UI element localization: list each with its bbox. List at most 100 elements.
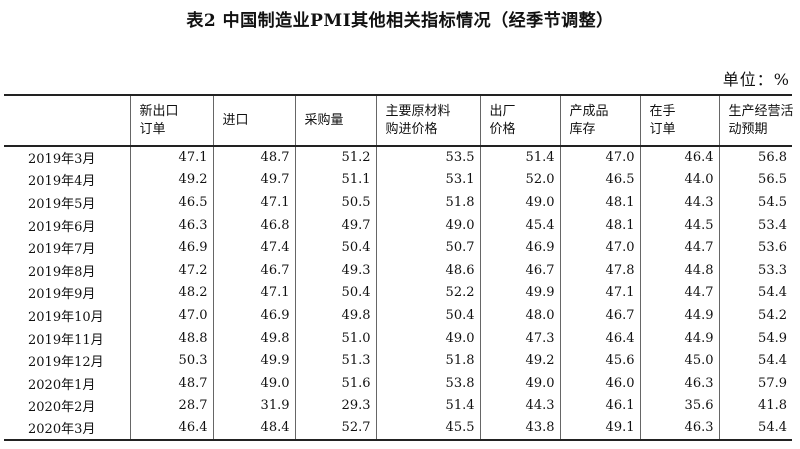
value-cell: 48.4	[212, 417, 295, 441]
value-cell: 46.9	[479, 236, 560, 259]
value-cell: 45.0	[639, 349, 719, 372]
value-cell: 46.4	[639, 146, 719, 169]
value-cell: 46.5	[129, 191, 213, 214]
table-row: 2019年12月 50.3 49.9 51.3 51.8 49.2 45.6 45.0 54.4	[4, 349, 792, 372]
value-cell: 44.3	[479, 394, 560, 418]
value-cell: 44.8	[639, 258, 719, 282]
value-cell: 46.3	[129, 213, 213, 237]
value-cell: 49.9	[479, 281, 560, 305]
value-cell: 28.7	[129, 394, 213, 418]
value-cell: 51.0	[294, 326, 376, 350]
header-cell-7: 在手 订单	[639, 94, 719, 147]
value-cell: 51.8	[375, 191, 480, 214]
value-cell: 54.4	[718, 417, 792, 441]
value-cell: 35.6	[639, 394, 719, 418]
value-cell: 46.3	[639, 417, 719, 441]
table-row: 2020年3月 46.4 48.4 52.7 45.5 43.8 49.1 46.3 54.4	[4, 417, 792, 441]
value-cell: 46.5	[559, 168, 640, 192]
value-cell: 48.7	[212, 146, 295, 169]
table-row: 2019年4月 49.2 49.7 51.1 53.1 52.0 46.5 44.0 56.5	[4, 168, 792, 192]
row-month-cell: 2019年3月	[28, 152, 96, 168]
header-cell-6: 产成品 库存	[559, 94, 640, 147]
value-cell: 46.4	[559, 326, 640, 350]
value-cell: 53.1	[375, 168, 480, 192]
value-cell: 47.4	[212, 236, 295, 259]
value-cell: 41.8	[718, 394, 792, 418]
header-label-line2: 订单	[139, 121, 166, 137]
value-cell: 46.4	[129, 417, 213, 441]
value-cell: 52.7	[294, 417, 376, 441]
table-row: 2019年10月 47.0 46.9 49.8 50.4 48.0 46.7 44.9 54.2	[4, 304, 792, 327]
value-cell: 29.3	[294, 394, 376, 418]
value-cell: 49.0	[375, 213, 480, 237]
value-cell: 50.4	[294, 236, 376, 259]
value-cell: 47.1	[212, 191, 295, 214]
value-cell: 53.4	[718, 213, 792, 237]
row-month-cell: 2019年6月	[28, 219, 96, 235]
value-cell: 46.8	[212, 213, 295, 237]
value-cell: 46.0	[559, 371, 640, 395]
value-cell: 51.4	[479, 146, 560, 169]
value-cell: 53.8	[375, 371, 480, 395]
value-cell: 56.8	[718, 146, 792, 169]
table-row: 2019年6月 46.3 46.8 49.7 49.0 45.4 48.1 44.5 53.4	[4, 213, 792, 237]
value-cell: 45.6	[559, 349, 640, 372]
value-cell: 52.2	[375, 281, 480, 305]
value-cell: 49.3	[294, 258, 376, 282]
table-body: 2019年3月 47.1 48.7 51.2 53.5 51.4 47.0 46.4 56.8 2…	[4, 146, 792, 441]
value-cell: 49.0	[212, 371, 295, 395]
value-cell: 49.9	[212, 349, 295, 372]
table-row: 2020年1月 48.7 49.0 51.6 53.8 49.0 46.0 46.3 57.9	[4, 371, 792, 395]
value-cell: 46.9	[129, 236, 213, 259]
value-cell: 44.7	[639, 281, 719, 305]
header-cell-5: 出厂 价格	[479, 94, 560, 147]
value-cell: 51.2	[294, 146, 376, 169]
value-cell: 50.4	[375, 304, 480, 327]
row-month-cell: 2019年4月	[28, 174, 96, 190]
value-cell: 48.0	[479, 304, 560, 327]
header-label-line2: 订单	[649, 121, 676, 137]
row-month-cell: 2019年10月	[28, 309, 104, 325]
header-label-line1: 主要原材料	[385, 103, 451, 119]
value-cell: 51.3	[294, 349, 376, 372]
value-cell: 49.0	[375, 326, 480, 350]
value-cell: 56.5	[718, 168, 792, 192]
value-cell: 48.2	[129, 281, 213, 305]
value-cell: 49.7	[212, 168, 295, 192]
row-month-cell: 2020年2月	[28, 400, 96, 416]
value-cell: 49.2	[129, 168, 213, 192]
header-cell-3: 采购量	[294, 94, 376, 147]
value-cell: 54.4	[718, 281, 792, 305]
table-row: 2019年3月 47.1 48.7 51.2 53.5 51.4 47.0 46.4 56.8	[4, 146, 792, 169]
value-cell: 54.2	[718, 304, 792, 327]
value-cell: 49.0	[479, 371, 560, 395]
header-label-line1: 在手	[649, 103, 676, 119]
value-cell: 44.9	[639, 304, 719, 327]
value-cell: 46.7	[212, 258, 295, 282]
value-cell: 50.3	[129, 349, 213, 372]
value-cell: 50.7	[375, 236, 480, 259]
value-cell: 45.5	[375, 417, 480, 441]
value-cell: 47.0	[559, 146, 640, 169]
header-label-line2: 购进价格	[385, 121, 438, 137]
value-cell: 44.7	[639, 236, 719, 259]
value-cell: 45.4	[479, 213, 560, 237]
value-cell: 51.4	[375, 394, 480, 418]
value-cell: 47.2	[129, 258, 213, 282]
value-cell: 48.8	[129, 326, 213, 350]
value-cell: 51.1	[294, 168, 376, 192]
value-cell: 54.5	[718, 191, 792, 214]
row-month-cell: 2019年9月	[28, 287, 96, 303]
row-month-cell: 2020年1月	[28, 377, 96, 393]
value-cell: 46.1	[559, 394, 640, 418]
header-cell-month	[4, 94, 130, 147]
header-cell-4: 主要原材料 购进价格	[375, 94, 480, 147]
header-label-line2: 库存	[569, 121, 596, 137]
value-cell: 51.8	[375, 349, 480, 372]
row-month-cell: 2019年8月	[28, 264, 96, 280]
header-label-line2: 价格	[489, 121, 516, 137]
value-cell: 44.9	[639, 326, 719, 350]
value-cell: 47.1	[129, 146, 213, 169]
value-cell: 53.5	[375, 146, 480, 169]
unit-label: 单位：%	[722, 70, 790, 89]
